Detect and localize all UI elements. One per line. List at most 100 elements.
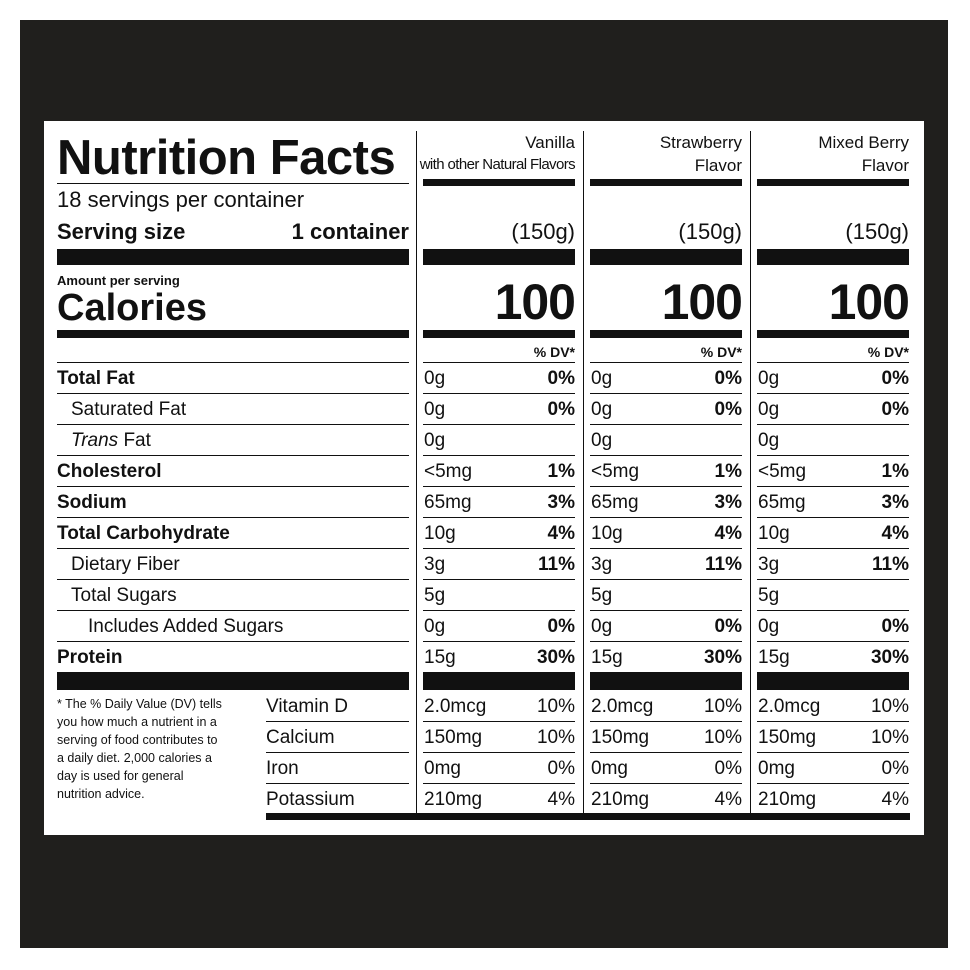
nutrient-amount: 15g [591, 647, 623, 668]
vitamin-amount: 2.0mcg [424, 696, 487, 717]
vit-rule [757, 783, 909, 784]
nutrient-amount: 3g [424, 554, 446, 575]
nutrient-dv: 0% [547, 616, 575, 637]
nutrient-amount: <5mg [424, 461, 473, 482]
column-heading: Mixed Berry [818, 133, 909, 152]
thick-rule [590, 672, 742, 690]
vitamin-dv: 4% [547, 789, 575, 810]
vitamin-amount: 210mg [591, 789, 650, 810]
vitamin-dv: 10% [536, 696, 575, 717]
nutrient-amount: 10g [591, 523, 623, 544]
nutrient-amount: 0g [591, 368, 613, 389]
row-rule [590, 486, 742, 487]
nutrition-label: Nutrition Facts 18 servings per containe… [44, 121, 924, 835]
header-rule [757, 179, 909, 186]
bottom-rule [266, 813, 910, 820]
iron-label: Iron [266, 758, 299, 779]
row-rule [757, 517, 909, 518]
row-rule [423, 424, 575, 425]
nutrient-amount: 5g [758, 585, 780, 606]
vit-rule [423, 721, 575, 722]
nutrient-amount: 5g [424, 585, 446, 606]
row-rule [423, 393, 575, 394]
nutrient-dv: 4% [714, 523, 742, 544]
row-rule [57, 424, 409, 425]
nutrient-amount: 0g [591, 399, 613, 420]
nutrient-trans-fat: Trans Fat [71, 430, 151, 452]
row-rule [590, 393, 742, 394]
row-rule [757, 455, 909, 456]
nutrient-dv: 3% [547, 492, 575, 513]
row-rule [590, 517, 742, 518]
nutrient-dv: 1% [547, 461, 575, 482]
vit-rule [423, 783, 575, 784]
row-rule [757, 610, 909, 611]
dv-footnote: * The % Daily Value (DV) tells you how m… [57, 697, 222, 801]
vit-rule [757, 752, 909, 753]
dv-rule [423, 362, 575, 363]
vit-rule [590, 783, 742, 784]
nutrient-dv: 11% [705, 554, 742, 575]
nutrient-saturated-fat: Saturated Fat [71, 399, 187, 420]
row-rule [757, 393, 909, 394]
nutrient-amount: 0g [758, 368, 780, 389]
label-title: Nutrition Facts [57, 131, 396, 185]
column-subheading: with other Natural Flavors [419, 156, 576, 173]
nutrient-dv: 1% [881, 461, 909, 482]
row-rule [423, 610, 575, 611]
row-rule [423, 548, 575, 549]
nutrient-protein: Protein [57, 647, 123, 668]
dv-rule [57, 362, 409, 363]
dv-rule [590, 362, 742, 363]
nutrient-amount: 0g [591, 430, 613, 451]
nutrient-dv: 30% [870, 647, 909, 668]
nutrient-dv: 11% [538, 554, 575, 575]
vitamin-amount: 0mg [758, 758, 795, 779]
thick-rule [590, 249, 742, 265]
column-divider [416, 131, 417, 813]
row-rule [590, 455, 742, 456]
column-divider [750, 131, 751, 813]
vitamin-amount: 0mg [591, 758, 628, 779]
column-heading: Vanilla [525, 133, 575, 152]
dv-rule [757, 362, 909, 363]
thick-rule-2 [57, 330, 409, 338]
vitamin-amount: 150mg [424, 727, 483, 748]
column-calories: 100 [494, 274, 576, 330]
nutrient-dv: 0% [547, 368, 575, 389]
vitamin-amount: 0mg [424, 758, 461, 779]
vitamin-amount: 150mg [758, 727, 817, 748]
nutrient-dv: 0% [714, 368, 742, 389]
row-rule [423, 486, 575, 487]
nutrient-dv: 4% [547, 523, 575, 544]
nutrient-amount: 0g [424, 368, 446, 389]
thick-rule [423, 249, 575, 265]
thick-rule-1 [57, 249, 409, 265]
column-calories: 100 [661, 274, 743, 330]
nutrient-amount: 10g [424, 523, 456, 544]
nutrient-total-sugars: Total Sugars [71, 585, 177, 606]
nutrient-dv: 0% [714, 616, 742, 637]
nutrient-dv: 0% [881, 616, 909, 637]
nutrient-amount: 65mg [424, 492, 472, 513]
row-rule [57, 610, 409, 611]
vitamin-dv: 4% [714, 789, 742, 810]
nutrient-dv: 0% [881, 399, 909, 420]
vitamin-amount: 2.0mcg [758, 696, 821, 717]
vitamin-amount: 210mg [424, 789, 483, 810]
nutrient-dv: 1% [714, 461, 742, 482]
vitamin-amount: 2.0mcg [591, 696, 654, 717]
dv-header: % DV* [867, 344, 909, 360]
row-rule [57, 579, 409, 580]
thick-rule [423, 330, 575, 338]
nutrient-amount: 65mg [758, 492, 806, 513]
nutrient-amount: 65mg [591, 492, 639, 513]
trans-fat-word: Fat [123, 430, 151, 451]
nutrient-amount: 0g [758, 399, 780, 420]
nutrient-total-fat: Total Fat [57, 368, 135, 389]
nutrient-dv: 0% [547, 399, 575, 420]
thick-rule-3 [57, 672, 409, 690]
row-rule [423, 455, 575, 456]
calories-label: Calories [57, 287, 207, 329]
vit-rule [590, 752, 742, 753]
